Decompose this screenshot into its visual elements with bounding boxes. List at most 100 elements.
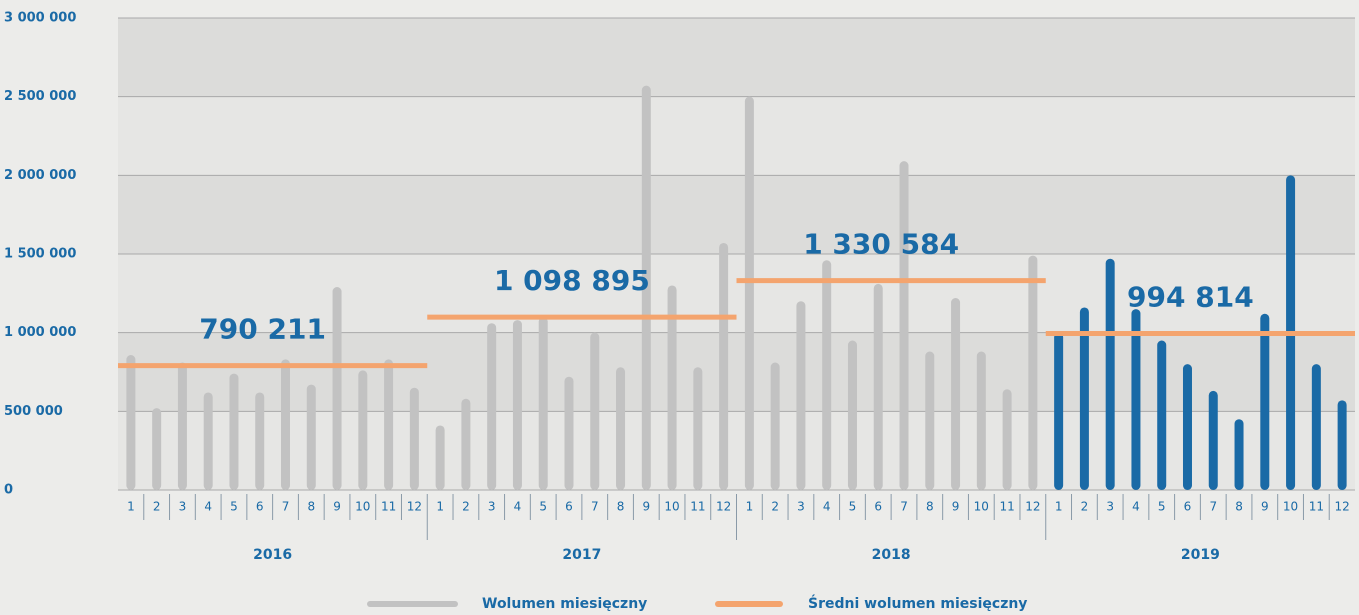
y-tick-label: 3 000 000 <box>4 11 76 26</box>
year-label: 2017 <box>562 547 601 563</box>
grid-band <box>118 332 1355 412</box>
year-label: 2016 <box>253 547 292 563</box>
bar <box>564 376 574 490</box>
x-tick-label: 4 <box>204 500 212 514</box>
x-tick-label: 8 <box>617 500 625 514</box>
y-tick-label: 500 000 <box>4 404 63 419</box>
grid-band <box>118 18 1355 97</box>
x-tick-label: 1 <box>746 500 754 514</box>
x-tick-label: 8 <box>926 500 934 514</box>
x-tick-label: 7 <box>900 500 908 514</box>
bar <box>332 287 342 490</box>
x-tick-label: 12 <box>716 500 731 514</box>
bar <box>1105 258 1115 490</box>
bar <box>461 398 471 490</box>
bar <box>976 351 986 490</box>
y-tick-label: 2 000 000 <box>4 168 76 183</box>
x-tick-label: 8 <box>307 500 315 514</box>
bar <box>744 96 754 491</box>
bar <box>1157 340 1167 490</box>
x-tick-label: 10 <box>664 500 679 514</box>
x-tick-label: 11 <box>381 500 396 514</box>
y-tick-label: 2 500 000 <box>4 89 76 104</box>
bar <box>1002 389 1012 490</box>
x-tick-label: 5 <box>1158 500 1166 514</box>
x-tick-label: 1 <box>436 500 444 514</box>
x-tick-label: 8 <box>1235 500 1243 514</box>
bar <box>667 285 677 490</box>
x-tick-label: 6 <box>1184 500 1192 514</box>
x-tick-label: 3 <box>488 500 496 514</box>
bar <box>1260 313 1270 490</box>
x-tick-label: 5 <box>230 500 238 514</box>
grid-band <box>118 175 1355 254</box>
bar <box>177 362 187 490</box>
x-tick-label: 11 <box>1309 500 1324 514</box>
x-tick-label: 10 <box>974 500 989 514</box>
x-tick-label: 10 <box>355 500 370 514</box>
bar <box>1079 307 1089 490</box>
x-tick-label: 11 <box>690 500 705 514</box>
legend-label: Wolumen miesięczny <box>482 596 647 612</box>
bar <box>1028 255 1038 490</box>
bar <box>616 367 626 490</box>
bar <box>512 320 522 490</box>
bar <box>409 387 419 490</box>
x-tick-label: 3 <box>1106 500 1114 514</box>
bar <box>1234 419 1244 490</box>
bar <box>384 359 394 490</box>
x-tick-label: 5 <box>849 500 857 514</box>
x-tick-label: 7 <box>591 500 599 514</box>
bar <box>873 283 883 490</box>
bar <box>847 340 857 490</box>
bar <box>1208 390 1218 490</box>
bar <box>719 242 729 490</box>
x-tick-label: 12 <box>407 500 422 514</box>
year-label: 2019 <box>1181 547 1220 563</box>
bar <box>693 367 703 490</box>
x-tick-label: 9 <box>1261 500 1269 514</box>
x-tick-label: 7 <box>1209 500 1217 514</box>
bar <box>1337 400 1347 490</box>
average-label: 790 211 <box>199 313 326 346</box>
bar <box>590 332 600 490</box>
y-tick-label: 1 000 000 <box>4 325 76 340</box>
x-tick-label: 6 <box>565 500 573 514</box>
legend-label: Średni wolumen miesięczny <box>808 594 1027 612</box>
bar <box>1131 309 1141 490</box>
y-tick-label: 1 500 000 <box>4 247 76 262</box>
bar <box>126 355 136 490</box>
bar <box>255 392 265 490</box>
x-tick-label: 12 <box>1025 500 1040 514</box>
bar <box>899 161 909 490</box>
bar <box>435 425 445 490</box>
year-label: 2018 <box>872 547 911 563</box>
bar <box>822 260 832 490</box>
x-tick-label: 9 <box>642 500 650 514</box>
bar <box>641 85 651 491</box>
average-label: 994 814 <box>1127 280 1254 313</box>
x-tick-label: 4 <box>823 500 831 514</box>
average-label: 1 098 895 <box>494 264 650 297</box>
bar <box>306 384 316 490</box>
bar <box>951 298 961 490</box>
x-tick-label: 3 <box>797 500 805 514</box>
x-tick-label: 2 <box>1081 500 1089 514</box>
x-tick-label: 6 <box>256 500 264 514</box>
x-tick-label: 9 <box>333 500 341 514</box>
x-tick-label: 11 <box>999 500 1014 514</box>
x-tick-label: 7 <box>282 500 290 514</box>
bar <box>281 359 291 490</box>
bar <box>1311 364 1321 490</box>
average-label: 1 330 584 <box>803 228 959 261</box>
x-tick-label: 9 <box>952 500 960 514</box>
bar <box>229 373 239 490</box>
bar <box>925 351 935 490</box>
bar <box>796 301 806 490</box>
grid-band <box>118 96 1355 176</box>
x-tick-label: 3 <box>179 500 187 514</box>
bar <box>203 392 213 490</box>
bar <box>487 323 497 490</box>
bar <box>1054 332 1064 490</box>
